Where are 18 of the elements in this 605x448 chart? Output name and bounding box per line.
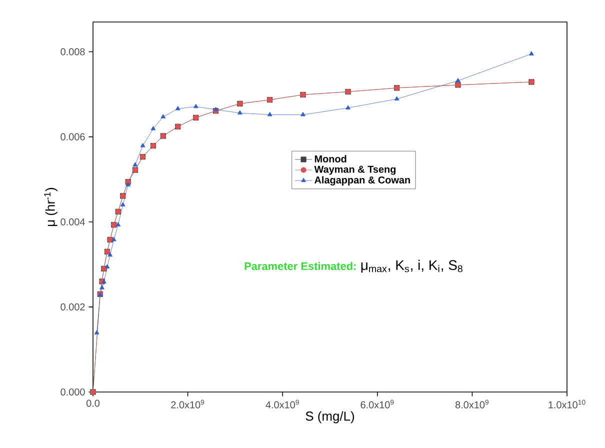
y-tick-label: 0.002 (60, 303, 85, 310)
legend-label: Alagappan & Cowan (314, 176, 410, 186)
annotation: μ$_{max}$, K$_{s}$, i, K$_{i}$, S$_{8}$ (361, 260, 462, 273)
x-tick-label: 2.0x10$^{9}$ (171, 400, 204, 408)
x-tick-label: 0.0 (86, 400, 100, 407)
annotation: Parameter Estimated: (244, 262, 356, 270)
y-axis-title: μ (hr$^{-1}$) (44, 188, 58, 226)
legend-label: Wayman & Tseng (314, 166, 396, 175)
x-tick-label: 1.0x10$^{10}$ (548, 400, 586, 408)
legend-label: Monod (314, 155, 346, 162)
x-tick-label: 4.0x10$^{9}$ (266, 400, 299, 408)
x-axis-title: S (mg/L) (306, 411, 354, 424)
x-tick-label: 6.0x10$^{9}$ (360, 400, 394, 408)
y-tick-label: 0.006 (60, 133, 85, 140)
y-tick-label: 0.008 (60, 48, 85, 56)
x-tick-label: 8.0x10$^{9}$ (455, 400, 489, 408)
y-tick-label: 0.000 (60, 388, 85, 396)
y-tick-label: 0.004 (60, 218, 85, 226)
